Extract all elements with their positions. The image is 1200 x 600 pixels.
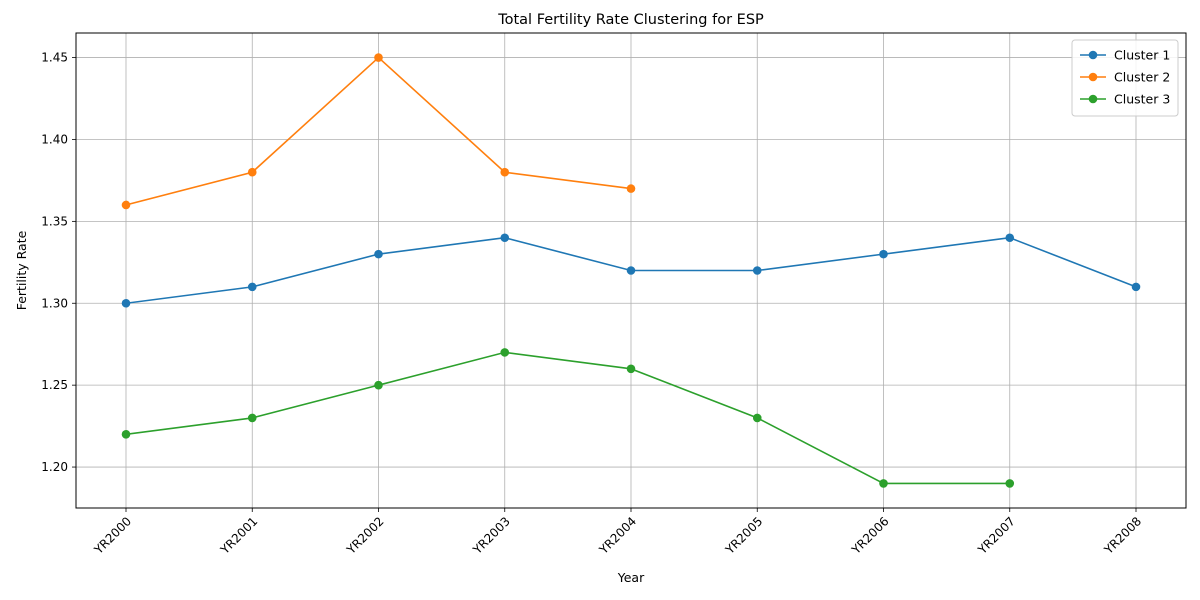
data-point: [500, 348, 510, 357]
legend: Cluster 1 Cluster 2 Cluster 3: [1071, 39, 1179, 117]
data-point: [1131, 282, 1141, 292]
data-point: [626, 184, 636, 193]
data-point: [752, 266, 762, 275]
legend-marker: [1088, 94, 1098, 104]
x-tick-label: YR2003: [470, 514, 513, 557]
data-point: [374, 53, 383, 62]
data-point: [500, 167, 510, 177]
data-point: [247, 413, 257, 423]
data-point: [752, 413, 762, 423]
data-point: [247, 167, 257, 177]
legend-item: Cluster 1: [1080, 48, 1170, 63]
x-axis-label: Year: [617, 570, 645, 585]
x-tick-label: YR2008: [1101, 514, 1144, 557]
legend-marker: [1088, 72, 1098, 82]
y-axis-label: Fertility Rate: [14, 230, 29, 310]
legend-label: Cluster 1: [1114, 48, 1170, 63]
y-tick-label: 1.25: [41, 378, 68, 392]
x-tick-label: YR2000: [91, 514, 134, 557]
x-tick-label: YR2007: [975, 514, 1018, 557]
y-tick-label: 1.20: [41, 460, 68, 474]
legend-marker: [1088, 50, 1098, 60]
legend-item: Cluster 3: [1080, 92, 1170, 107]
data-point: [1005, 233, 1015, 243]
series-layer: [121, 53, 1141, 488]
data-point: [626, 266, 636, 275]
series-1: [121, 233, 1141, 308]
data-point: [121, 200, 131, 210]
data-point: [1005, 479, 1015, 488]
x-tick-label: YR2001: [217, 514, 260, 557]
y-tick-label: 1.30: [41, 296, 68, 310]
data-point: [626, 364, 636, 374]
x-tick-label: YR2006: [848, 514, 891, 557]
data-point: [247, 282, 257, 292]
data-point: [500, 233, 510, 243]
x-tick-label: YR2002: [343, 514, 386, 557]
y-tick-label: 1.40: [41, 132, 68, 146]
legend-box: [1071, 39, 1179, 117]
grid: [76, 33, 1186, 508]
x-axis: YR2000 YR2001 YR2002 YR2003 YR2004 YR2005 YR20…: [91, 508, 1144, 558]
y-tick-label: 1.45: [41, 51, 68, 65]
legend-label: Cluster 3: [1114, 92, 1170, 107]
data-point: [121, 298, 131, 308]
data-point: [374, 249, 383, 259]
y-tick-label: 1.35: [41, 214, 68, 228]
legend-label: Cluster 2: [1114, 70, 1170, 85]
x-tick-label: YR2005: [722, 514, 765, 557]
series-2: [121, 53, 636, 210]
data-point: [879, 249, 888, 259]
data-point: [121, 429, 131, 439]
chart-title: Total Fertility Rate Clustering for ESP: [497, 12, 764, 28]
x-tick-label: YR2004: [596, 514, 639, 557]
legend-item: Cluster 2: [1080, 70, 1170, 85]
series-line: [125, 351, 1010, 485]
y-axis: 1.20 1.25 1.30 1.35 1.40 1.45: [41, 51, 76, 474]
data-point: [374, 380, 383, 390]
series-3: [121, 348, 1015, 488]
data-point: [879, 479, 888, 488]
